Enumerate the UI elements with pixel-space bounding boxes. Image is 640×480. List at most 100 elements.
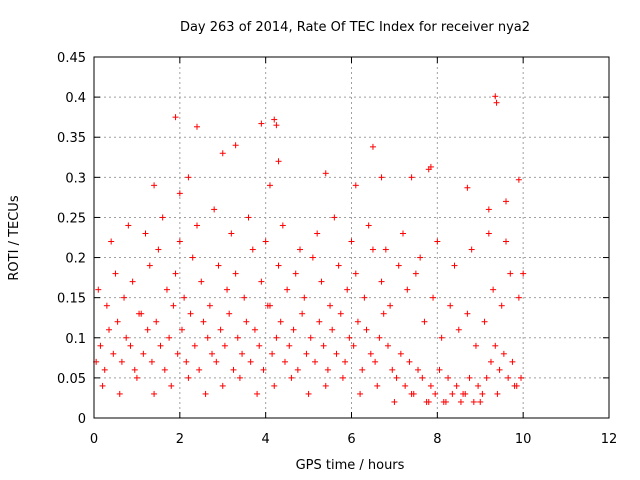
data-point <box>316 318 323 325</box>
data-point <box>131 366 138 373</box>
data-point <box>464 310 471 317</box>
data-point <box>101 366 108 373</box>
data-point <box>442 398 449 405</box>
y-tick-label: 0.35 <box>57 131 86 146</box>
data-point <box>380 310 387 317</box>
data-point <box>425 166 432 173</box>
data-point <box>372 358 379 365</box>
data-point <box>350 342 357 349</box>
data-point <box>243 318 250 325</box>
data-point <box>361 294 368 301</box>
x-tick-label: 0 <box>90 432 98 447</box>
data-point <box>477 398 484 405</box>
x-tick-label: 12 <box>601 432 618 447</box>
data-point <box>485 230 492 237</box>
data-point <box>258 278 265 285</box>
data-point <box>430 294 437 301</box>
data-point <box>176 190 183 197</box>
data-point <box>232 142 239 149</box>
data-point <box>324 366 331 373</box>
data-point <box>155 246 162 253</box>
data-point <box>464 184 471 191</box>
data-point <box>498 302 505 309</box>
data-point <box>374 382 381 389</box>
y-tick-label: 0.15 <box>57 292 86 307</box>
data-point <box>151 182 158 189</box>
data-point <box>297 246 303 253</box>
data-point <box>269 350 276 357</box>
data-point <box>485 206 492 213</box>
data-point <box>436 366 443 373</box>
data-point <box>189 254 196 261</box>
data-point <box>211 206 218 213</box>
data-point <box>305 390 312 397</box>
data-point <box>331 214 338 221</box>
data-point <box>262 238 269 245</box>
data-point <box>157 342 164 349</box>
data-point <box>378 278 385 285</box>
data-point <box>466 374 473 381</box>
data-point <box>106 326 113 333</box>
data-point <box>481 318 488 325</box>
data-point <box>271 116 278 123</box>
data-point <box>213 358 220 365</box>
x-tick-label: 10 <box>515 432 532 447</box>
data-point <box>417 254 424 261</box>
data-point <box>419 374 426 381</box>
data-point <box>335 262 342 269</box>
data-point <box>172 114 179 121</box>
data-point <box>453 382 460 389</box>
data-point <box>118 358 125 365</box>
data-point <box>172 270 179 277</box>
data-point <box>389 366 396 373</box>
data-point <box>520 270 527 277</box>
data-point <box>151 390 158 397</box>
data-point <box>251 326 258 333</box>
data-point <box>142 230 149 237</box>
data-point <box>393 374 400 381</box>
data-point <box>378 174 385 181</box>
data-point <box>191 342 198 349</box>
data-point <box>503 198 509 205</box>
data-point <box>153 318 160 325</box>
data-point <box>217 326 224 333</box>
data-point <box>369 246 376 253</box>
data-point <box>479 390 486 397</box>
data-point <box>515 294 522 301</box>
data-point <box>348 238 355 245</box>
data-point <box>475 382 482 389</box>
data-point <box>472 342 479 349</box>
data-point <box>408 390 415 397</box>
data-point <box>318 278 325 285</box>
data-point <box>178 326 185 333</box>
data-point <box>322 382 329 389</box>
data-point <box>221 342 228 349</box>
data-point <box>449 390 456 397</box>
data-point <box>301 294 308 301</box>
data-point <box>496 366 503 373</box>
data-point <box>281 358 288 365</box>
data-point <box>352 182 359 189</box>
data-point <box>518 374 525 381</box>
data-point <box>395 262 402 269</box>
data-point <box>110 350 117 357</box>
data-point <box>408 174 415 181</box>
data-points <box>93 93 527 405</box>
data-point <box>224 286 231 293</box>
data-point <box>322 170 329 177</box>
data-point <box>260 366 267 373</box>
data-point <box>95 286 102 293</box>
data-point <box>127 342 134 349</box>
data-point <box>200 318 207 325</box>
data-point <box>159 214 166 221</box>
data-point <box>181 294 188 301</box>
data-point <box>103 302 110 309</box>
data-point <box>434 238 441 245</box>
data-point <box>286 342 293 349</box>
data-point <box>108 238 115 245</box>
data-point <box>515 176 522 183</box>
data-point <box>170 302 177 309</box>
data-point <box>333 350 340 357</box>
x-tick-label: 4 <box>262 432 270 447</box>
data-point <box>277 318 284 325</box>
